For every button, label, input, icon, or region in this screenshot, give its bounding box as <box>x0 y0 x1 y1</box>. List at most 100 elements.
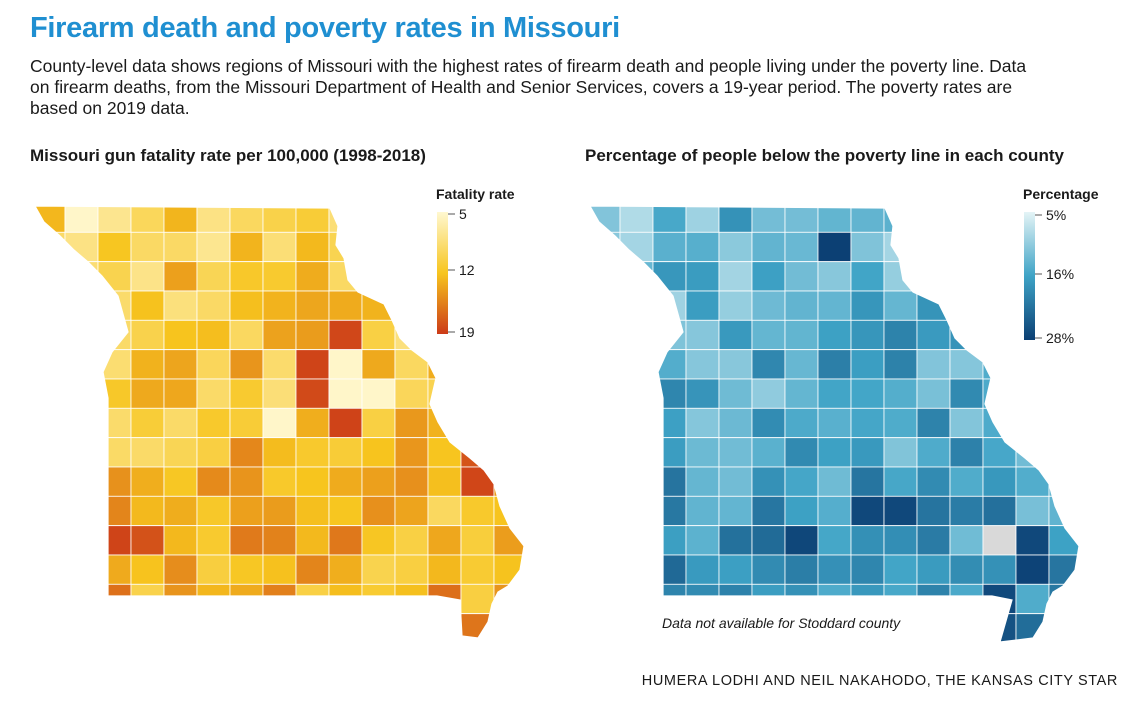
county-cell <box>493 407 524 438</box>
county-cell <box>328 407 363 438</box>
county-cell <box>619 495 654 526</box>
county-cell <box>619 613 654 642</box>
county-cell <box>493 466 524 497</box>
county-cell <box>949 495 984 526</box>
county-cell <box>850 525 885 556</box>
county-cell <box>427 495 462 526</box>
county-cell <box>949 261 984 292</box>
county-cell <box>652 466 687 497</box>
county-cell <box>718 437 753 468</box>
county-cell <box>949 437 984 468</box>
county-cell <box>394 349 429 380</box>
county-cell <box>229 613 264 638</box>
county-cell <box>460 349 495 380</box>
county-cell <box>361 231 396 263</box>
county-cell <box>64 349 99 380</box>
county-cell <box>784 349 819 380</box>
county-cell <box>590 583 621 614</box>
county-cell <box>850 319 885 350</box>
county-cell <box>64 319 99 350</box>
county-cell <box>361 466 396 497</box>
county-cell <box>718 319 753 350</box>
county-cell <box>718 378 753 409</box>
county-cell <box>916 378 951 409</box>
county-cell <box>35 261 66 292</box>
county-cell <box>685 525 720 556</box>
county-cell <box>751 231 786 263</box>
county-cell <box>982 290 1017 321</box>
county-cell <box>394 378 429 409</box>
county-cell <box>328 466 363 497</box>
county-cell <box>427 525 462 556</box>
county-cell <box>718 231 753 263</box>
county-cell <box>64 613 99 638</box>
county-cell <box>97 437 132 468</box>
county-cell <box>916 466 951 497</box>
county-cell <box>130 495 165 526</box>
county-cell <box>784 583 819 614</box>
county-cell <box>130 231 165 263</box>
county-cell <box>590 349 621 380</box>
county-cell <box>97 407 132 438</box>
county-cell <box>718 554 753 585</box>
county-cell <box>130 349 165 380</box>
county-cell <box>64 437 99 468</box>
county-cell <box>850 378 885 409</box>
county-cell <box>850 437 885 468</box>
county-cell <box>982 525 1017 556</box>
county-cell <box>685 290 720 321</box>
county-cell <box>262 349 297 380</box>
county-cell <box>493 613 524 638</box>
county-cell <box>1048 613 1079 642</box>
county-cell <box>751 378 786 409</box>
county-cell <box>685 319 720 350</box>
county-cell <box>949 290 984 321</box>
county-cell <box>493 583 524 614</box>
county-cell <box>295 261 330 292</box>
county-cell <box>982 206 1017 233</box>
county-cell <box>1048 466 1079 497</box>
county-cell <box>394 613 429 638</box>
county-cell <box>652 525 687 556</box>
county-cell <box>949 466 984 497</box>
county-cell <box>685 437 720 468</box>
county-cell <box>394 554 429 585</box>
county-cell <box>163 583 198 614</box>
county-cell <box>361 613 396 638</box>
county-cell <box>394 319 429 350</box>
fatality-legend-label-high: 19 <box>459 324 475 340</box>
county-cell <box>97 378 132 409</box>
county-cell <box>97 525 132 556</box>
county-cell <box>590 554 621 585</box>
county-cell <box>229 583 264 614</box>
fatality-map-title: Missouri gun fatality rate per 100,000 (… <box>30 146 426 165</box>
county-cell <box>394 495 429 526</box>
county-cell <box>751 466 786 497</box>
county-cell <box>784 437 819 468</box>
county-cell <box>949 206 984 233</box>
county-cell <box>949 554 984 585</box>
county-cell <box>361 407 396 438</box>
county-cell <box>949 613 984 642</box>
county-cell <box>196 349 231 380</box>
county-cell <box>229 206 264 233</box>
county-cell <box>784 378 819 409</box>
poverty-legend-label-mid: 16% <box>1046 266 1075 282</box>
county-cell <box>295 583 330 614</box>
county-cell <box>361 437 396 468</box>
county-cell <box>850 583 885 614</box>
county-cell <box>916 349 951 380</box>
county-cell <box>163 349 198 380</box>
county-cell <box>685 466 720 497</box>
county-cell <box>130 407 165 438</box>
county-cell <box>751 349 786 380</box>
chart-subtitle: County-level data shows regions of Misso… <box>30 56 1027 118</box>
county-cell <box>784 319 819 350</box>
county-cell <box>590 290 621 321</box>
county-cell <box>493 319 524 350</box>
county-cell <box>1015 554 1050 585</box>
fatality-legend-bar <box>437 212 448 334</box>
county-cell <box>229 231 264 263</box>
county-cell <box>718 349 753 380</box>
